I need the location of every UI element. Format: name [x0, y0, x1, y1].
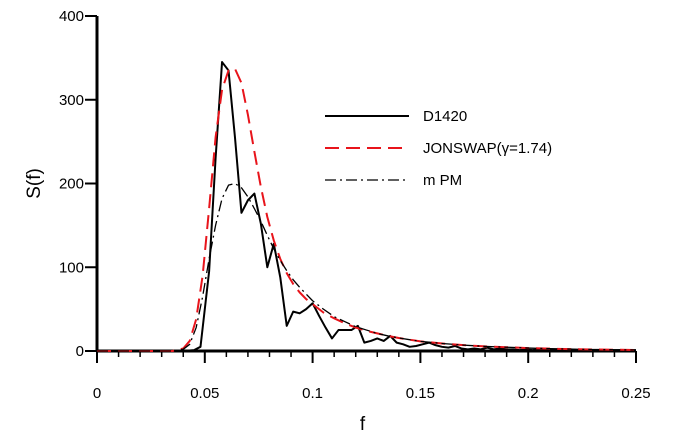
x-tick-label: 0.1	[302, 385, 323, 402]
legend-label: JONSWAP(γ=1.74)	[423, 140, 552, 157]
legend: D1420 JONSWAP(γ=1.74) m PM	[325, 108, 552, 189]
legend-label: D1420	[423, 108, 467, 125]
y-axis-title: S(f)	[24, 168, 45, 199]
legend-label: m PM	[423, 172, 462, 189]
x-tick-label: 0	[93, 385, 101, 402]
series-line-m-pm	[97, 182, 637, 352]
x-tick-label: 0.25	[621, 385, 650, 402]
series-line-jonswap-1-74	[97, 67, 637, 352]
x-axis-title: f	[360, 414, 366, 432]
x-tick-label: 0.05	[190, 385, 219, 402]
y-tick-label: 0	[76, 343, 84, 360]
y-tick-label: 400	[59, 8, 84, 25]
y-tick-label: 300	[59, 92, 84, 109]
y-tick-label: 200	[59, 176, 84, 193]
x-tick-label: 0.15	[406, 385, 435, 402]
series-line-d1420	[97, 61, 636, 352]
x-tick-label: 0.2	[518, 385, 539, 402]
y-tick-label: 100	[59, 259, 84, 276]
